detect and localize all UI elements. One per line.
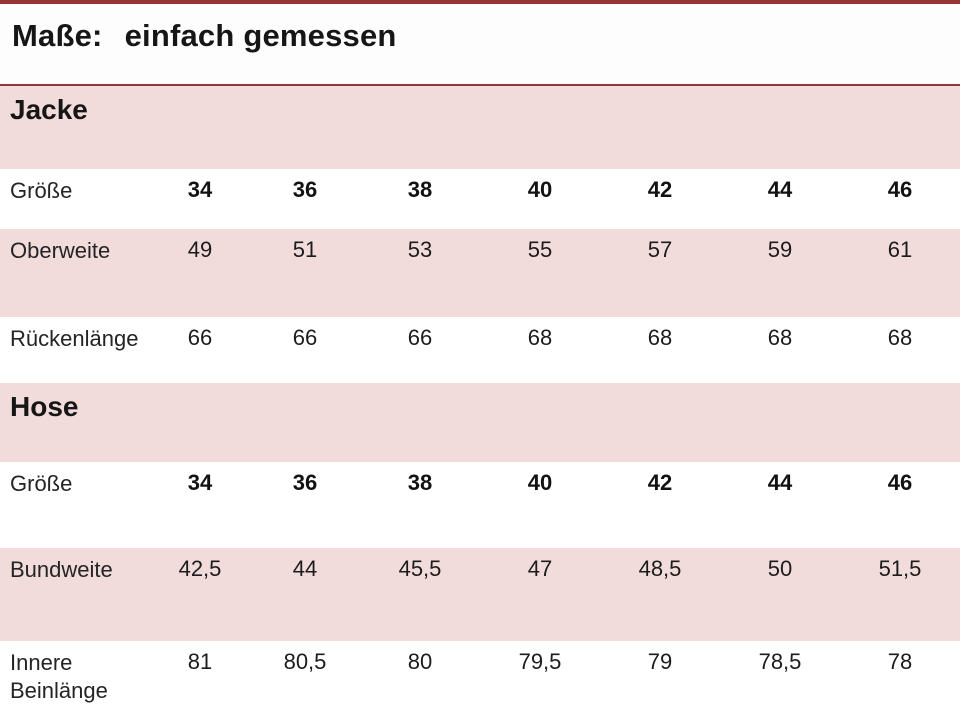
jacke-groesse-value: 46 xyxy=(887,177,913,202)
rueckenlaenge-value: 68 xyxy=(647,325,673,350)
oberweite-value: 49 xyxy=(187,237,213,262)
title-area: Maße: einfach gemessen xyxy=(0,4,960,84)
table-row-oberweite: Oberweite 49 51 53 55 57 59 61 xyxy=(0,229,960,317)
hose-groesse-value: 42 xyxy=(647,470,673,495)
oberweite-value: 59 xyxy=(767,237,793,262)
innere-beinlaenge-value: 78,5 xyxy=(758,649,802,674)
jacke-groesse-value: 36 xyxy=(292,177,318,202)
bundweite-value: 50 xyxy=(767,556,793,581)
title-divider-line xyxy=(0,84,960,86)
section-title-jacke: Jacke xyxy=(10,94,88,125)
row-label-groesse: Größe xyxy=(10,471,73,496)
page-title: Maße: einfach gemessen xyxy=(12,18,960,54)
page-title-rest: einfach gemessen xyxy=(124,18,397,53)
bundweite-value: 42,5 xyxy=(178,556,222,581)
table-row-innere-beinlaenge: Innere Beinlänge 81 80,5 80 79,5 79 78,5… xyxy=(0,641,960,720)
innere-beinlaenge-value: 80,5 xyxy=(283,649,327,674)
hose-groesse-value: 38 xyxy=(407,470,433,495)
innere-beinlaenge-value: 79 xyxy=(647,649,673,674)
table-row-rueckenlaenge: Rückenlänge 66 66 66 68 68 68 68 xyxy=(0,317,960,383)
hose-groesse-value: 34 xyxy=(187,470,213,495)
innere-beinlaenge-value: 79,5 xyxy=(518,649,562,674)
hose-groesse-value: 44 xyxy=(767,470,793,495)
table-row-bundweite: Bundweite 42,5 44 45,5 47 48,5 50 51,5 xyxy=(0,548,960,641)
hose-groesse-value: 46 xyxy=(887,470,913,495)
rueckenlaenge-value: 68 xyxy=(527,325,553,350)
oberweite-value: 51 xyxy=(292,237,318,262)
table-row-jacke-groesse: Größe 34 36 38 40 42 44 46 xyxy=(0,169,960,229)
innere-beinlaenge-value: 80 xyxy=(407,649,433,674)
row-label-rueckenlaenge: Rückenlänge xyxy=(10,326,139,351)
rueckenlaenge-value: 66 xyxy=(187,325,213,350)
jacke-groesse-value: 42 xyxy=(647,177,673,202)
bundweite-value: 44 xyxy=(292,556,318,581)
row-label-innere-beinlaenge: Innere Beinlänge xyxy=(10,650,108,703)
hose-groesse-value: 40 xyxy=(527,470,553,495)
oberweite-value: 61 xyxy=(887,237,913,262)
bundweite-value: 48,5 xyxy=(638,556,682,581)
rueckenlaenge-value: 68 xyxy=(887,325,913,350)
oberweite-value: 57 xyxy=(647,237,673,262)
section-title-hose: Hose xyxy=(10,391,79,422)
innere-beinlaenge-value: 78 xyxy=(887,649,913,674)
section-heading-jacke: Jacke xyxy=(0,86,960,169)
row-label-groesse: Größe xyxy=(10,178,73,203)
rueckenlaenge-value: 66 xyxy=(292,325,318,350)
innere-beinlaenge-value: 81 xyxy=(187,649,213,674)
bundweite-value: 51,5 xyxy=(878,556,922,581)
rueckenlaenge-value: 68 xyxy=(767,325,793,350)
jacke-groesse-value: 34 xyxy=(187,177,213,202)
bundweite-value: 45,5 xyxy=(398,556,442,581)
row-label-bundweite: Bundweite xyxy=(10,557,113,582)
section-heading-hose: Hose xyxy=(0,383,960,462)
jacke-groesse-value: 40 xyxy=(527,177,553,202)
page-title-prefix: Maße: xyxy=(12,18,103,53)
jacke-groesse-value: 38 xyxy=(407,177,433,202)
table-row-hose-groesse: Größe 34 36 38 40 42 44 46 xyxy=(0,462,960,548)
oberweite-value: 55 xyxy=(527,237,553,262)
rueckenlaenge-value: 66 xyxy=(407,325,433,350)
top-accent-bar xyxy=(0,0,960,4)
hose-groesse-value: 36 xyxy=(292,470,318,495)
jacke-groesse-value: 44 xyxy=(767,177,793,202)
row-label-oberweite: Oberweite xyxy=(10,238,111,263)
bundweite-value: 47 xyxy=(527,556,553,581)
oberweite-value: 53 xyxy=(407,237,433,262)
